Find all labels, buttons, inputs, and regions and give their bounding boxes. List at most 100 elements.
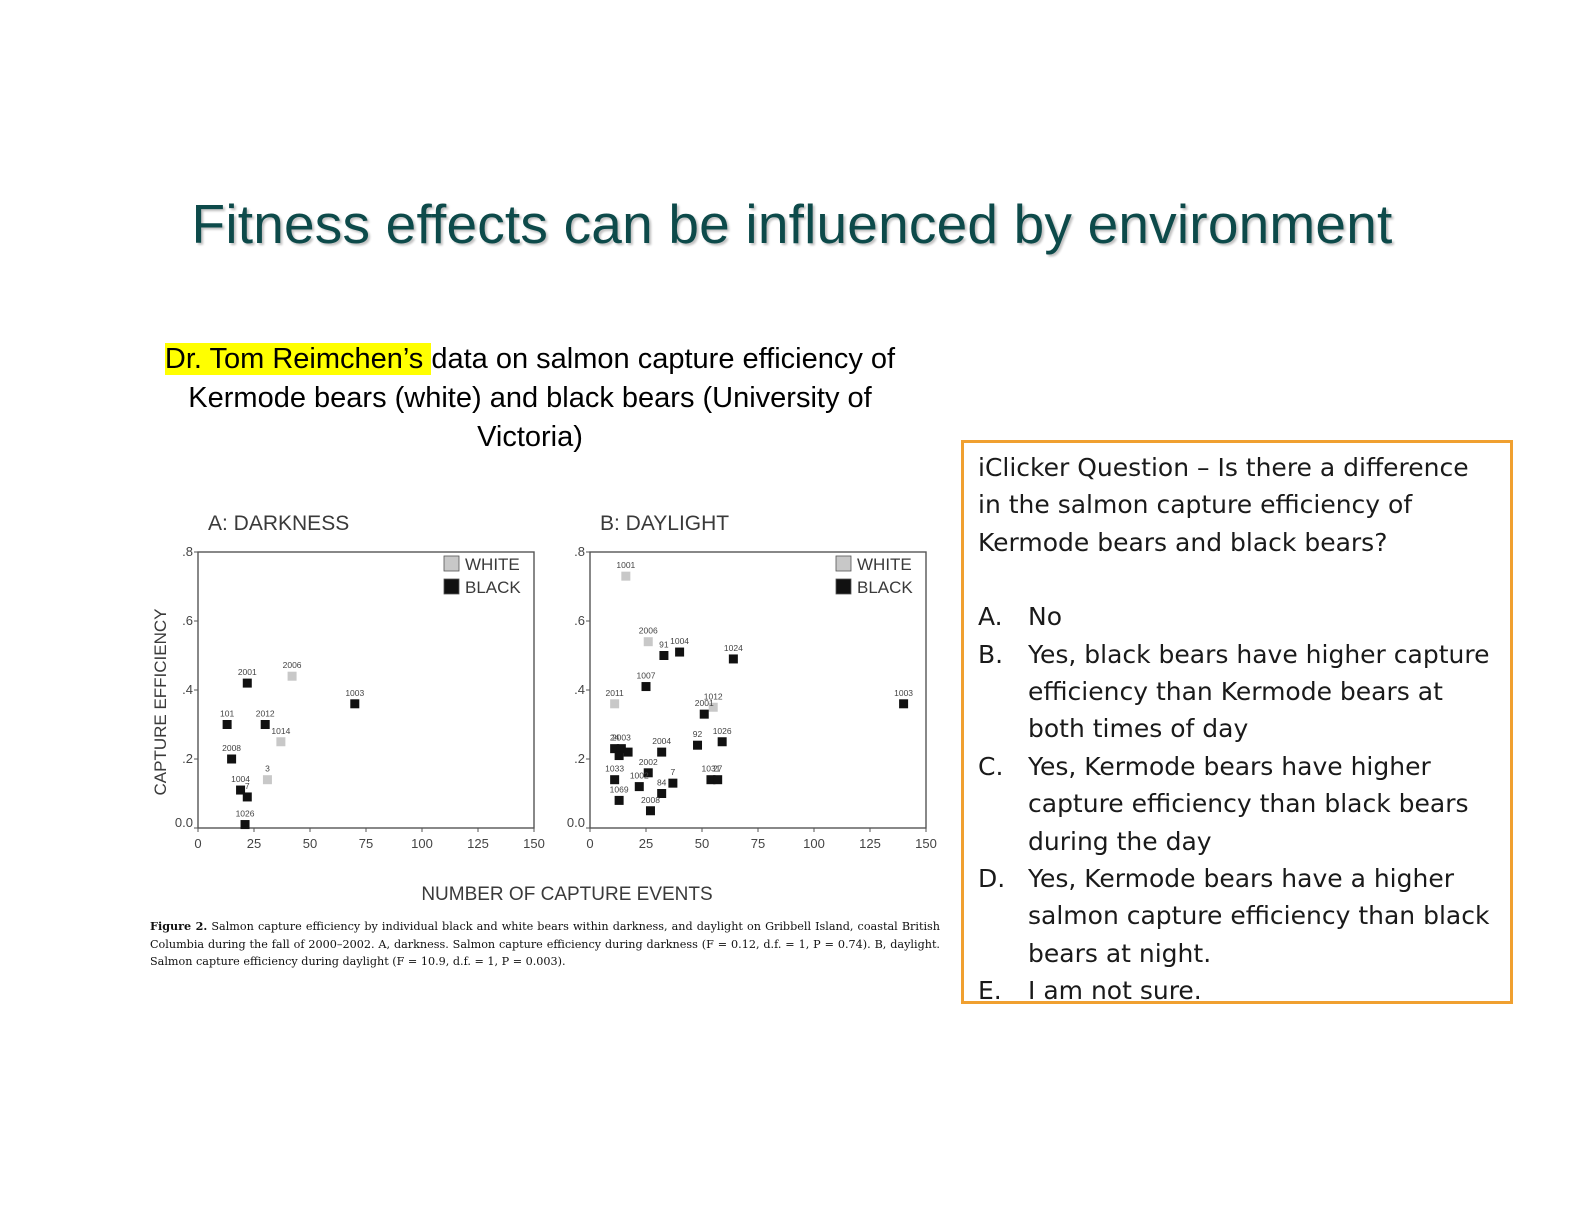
point-label: 2006 [639,626,658,636]
black-bear-point [706,775,716,785]
black-bear-point [713,775,723,785]
white-bear-point [287,671,297,681]
black-bear-point [260,720,270,729]
black-bear-point [668,778,678,788]
black-bear-point [616,744,626,754]
point-label: 1002 [630,771,649,781]
y-tick-label: 0.0 [175,815,193,830]
point-label: 2004 [652,736,671,746]
black-bear-point [614,751,624,761]
black-bear-point [350,699,360,709]
x-tick-label: 100 [411,836,433,851]
figure-svg: CAPTURE EFFICIENCY NUMBER OF CAPTURE EVE… [151,512,937,905]
point-label: 101 [220,709,234,719]
white-bear-point [276,737,286,747]
white-bear-point [610,699,620,709]
x-tick-label: 50 [303,836,317,851]
figure-ylabel: CAPTURE EFFICIENCY [151,608,170,795]
point-label: 1024 [724,643,743,653]
x-tick-label: 0 [194,836,201,851]
caption-label: Figure 2. [150,919,208,933]
legend-swatch [835,578,852,595]
x-tick-label: 150 [523,836,545,851]
legend-swatch [835,555,852,572]
scatter-panel-darkness: A: DARKNESS 0 25 50 75 100 125 150 0.0 .2 .4 .6 .8 20… [175,512,545,851]
black-bear-point [614,795,624,805]
black-bear-point [659,651,669,660]
legend-label: WHITE [857,555,912,574]
question-text: iClicker Question – Is there a differenc… [978,453,1469,557]
option-e[interactable]: E. I am not sure. [978,972,1496,1009]
caption-text: Salmon capture efficiency by individual … [150,920,940,968]
point-label: 1001 [616,560,635,570]
point-label: 2011 [605,688,624,698]
y-tick-label: .6 [182,613,193,628]
point-label: 1012 [704,691,723,701]
point-label: 2008 [222,743,241,753]
black-bear-point [899,699,909,709]
point-label: 3 [265,764,270,774]
point-label: 27 [713,764,723,774]
point-label: 1004 [231,774,250,784]
option-d[interactable]: D. Yes, Kermode bears have a higher salmo… [978,860,1496,972]
black-bear-point [657,789,667,798]
point-label: 2001 [238,667,257,677]
point-label: 2012 [256,709,275,719]
black-bear-point [728,654,738,664]
black-bear-point [240,820,250,830]
black-bear-point [645,806,655,816]
black-bear-point [699,709,709,719]
point-label: 2003 [612,733,631,743]
black-bear-point [227,754,237,764]
point-label: 1014 [271,726,290,736]
black-bear-point [222,720,232,729]
point-label: 2002 [639,757,658,767]
black-bear-point [242,678,252,688]
legend-swatch [443,555,460,572]
black-bear-point [717,737,727,747]
point-label: 1007 [637,671,656,681]
point-label: 1033 [605,764,624,774]
legend-swatch [443,578,460,595]
point-label: 1003 [345,688,364,698]
option-c[interactable]: C. Yes, Kermode bears have higher capture… [978,748,1496,860]
option-letter: B. [978,639,1004,669]
y-tick-label: .6 [574,613,585,628]
x-tick-label: 0 [586,836,593,851]
option-letter: A. [978,602,1003,632]
option-letter: C. [978,751,1004,781]
iclicker-question-box: iClicker Question – Is there a differenc… [961,440,1513,1005]
option-a[interactable]: A. No [978,598,1496,635]
point-label: 84 [657,778,667,788]
y-tick-label: 0.0 [567,815,585,830]
point-label: 1003 [894,688,913,698]
y-tick-label: .4 [182,682,193,697]
white-bear-point [262,775,272,785]
panel-title: A: DARKNESS [208,512,349,535]
slide-title: Fitness effects can be influenced by env… [191,193,1393,255]
panel-title: B: DAYLIGHT [600,512,729,535]
x-tick-label: 75 [751,836,765,851]
black-bear-point [610,775,620,785]
legend-label: WHITE [465,555,520,574]
black-bear-point [242,792,252,802]
point-label: 24 [610,733,620,743]
point-label: 7 [245,781,250,791]
white-bear-point [643,637,653,647]
option-text: Yes, Kermode bears have higher capture e… [1028,751,1469,856]
point-label: 7 [671,767,676,777]
white-bear-point [621,571,631,581]
point-label: 2001 [695,698,714,708]
black-bear-point [641,682,651,692]
x-tick-label: 150 [915,836,937,851]
black-bear-point [657,747,667,757]
x-tick-label: 25 [639,836,653,851]
y-tick-label: .4 [574,682,585,697]
legend-label: BLACK [465,578,521,597]
intro-rest: data on salmon capture efficiency of Ker… [188,343,896,453]
point-label: 2008 [641,795,660,805]
x-tick-label: 100 [803,836,825,851]
point-label: 1026 [713,726,732,736]
option-b[interactable]: B. Yes, black bears have higher capture e… [978,636,1496,748]
highlighted-name: Dr. Tom Reimchen’s [164,343,432,375]
